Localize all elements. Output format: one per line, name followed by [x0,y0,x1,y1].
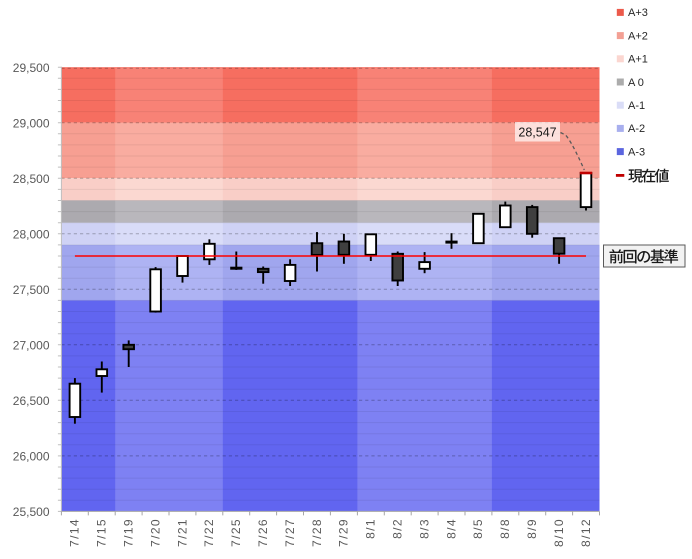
svg-text:7/25: 7/25 [229,518,243,547]
svg-text:27,000: 27,000 [13,339,50,353]
svg-text:8/12: 8/12 [579,518,593,547]
svg-text:7/14: 7/14 [68,518,82,547]
svg-text:7/21: 7/21 [175,518,189,547]
svg-text:7/15: 7/15 [95,518,109,547]
svg-text:A+3: A+3 [628,7,648,19]
svg-text:7/27: 7/27 [283,518,297,547]
svg-text:26,000: 26,000 [13,450,50,464]
svg-text:7/29: 7/29 [337,518,351,547]
svg-text:8/10: 8/10 [552,518,566,547]
svg-text:7/26: 7/26 [256,518,270,547]
svg-text:28,000: 28,000 [13,228,50,242]
svg-text:A+2: A+2 [628,30,648,42]
svg-text:8/8: 8/8 [498,518,512,539]
svg-text:8/9: 8/9 [525,518,539,539]
svg-text:A+1: A+1 [628,54,648,66]
svg-text:29,000: 29,000 [13,116,50,130]
svg-text:25,500: 25,500 [13,505,50,519]
svg-text:27,500: 27,500 [13,283,50,297]
svg-text:7/20: 7/20 [148,518,162,547]
svg-text:A-1: A-1 [628,100,645,112]
svg-text:28,547: 28,547 [518,126,556,140]
svg-text:8/1: 8/1 [364,518,378,539]
svg-text:8/4: 8/4 [444,518,458,539]
svg-text:29,500: 29,500 [13,61,50,75]
svg-text:A-2: A-2 [628,123,645,135]
svg-text:8/5: 8/5 [471,518,485,539]
svg-text:A-3: A-3 [628,146,645,158]
svg-text:8/2: 8/2 [391,518,405,539]
svg-text:28,500: 28,500 [13,172,50,186]
svg-text:A 0: A 0 [628,77,644,89]
svg-text:7/19: 7/19 [122,518,136,547]
svg-text:7/22: 7/22 [202,518,216,547]
svg-text:26,500: 26,500 [13,394,50,408]
svg-text:8/3: 8/3 [417,518,431,539]
svg-text:7/28: 7/28 [310,518,324,547]
